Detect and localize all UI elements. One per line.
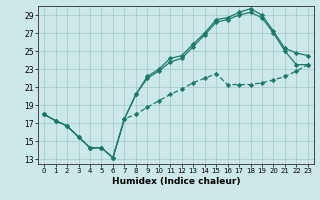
X-axis label: Humidex (Indice chaleur): Humidex (Indice chaleur) — [112, 177, 240, 186]
